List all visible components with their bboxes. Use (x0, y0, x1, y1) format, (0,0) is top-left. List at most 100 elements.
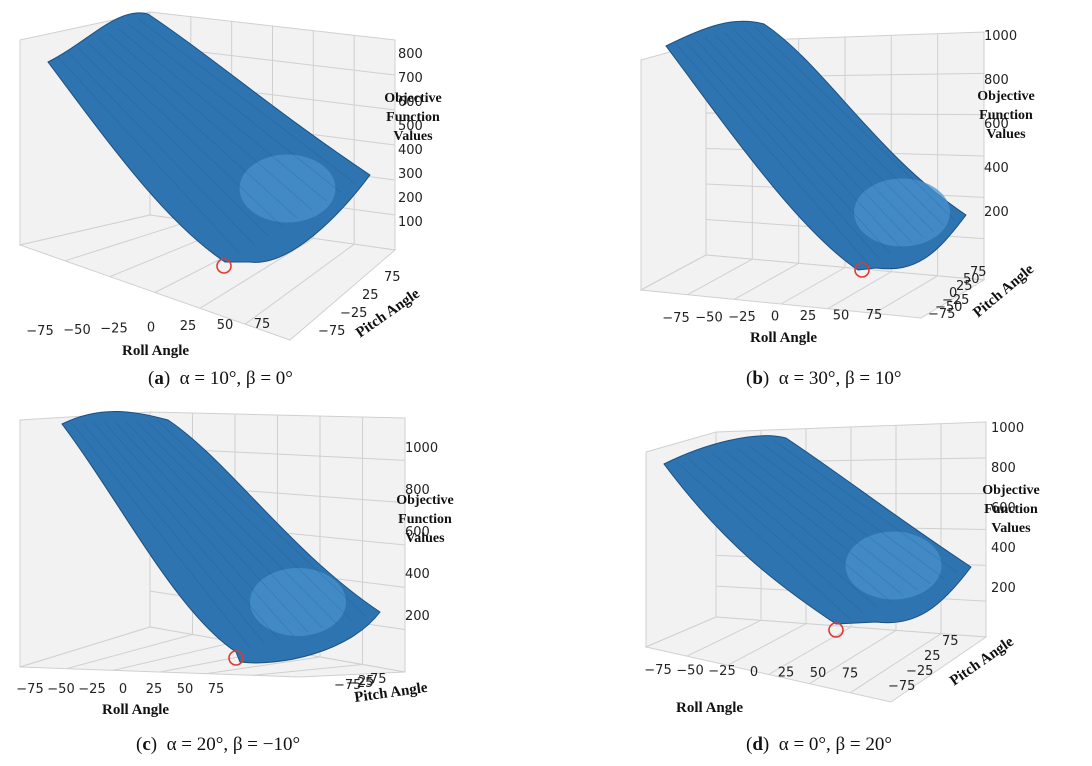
x-axis-title: Roll Angle (102, 702, 169, 718)
surface-wire (127, 23, 342, 193)
z-tick-label: 600 (398, 95, 423, 110)
y-tick-label: −25 (906, 664, 933, 679)
surface-wire (157, 420, 366, 617)
z-axis-title-line: Function (979, 108, 1033, 123)
gridline (809, 629, 897, 685)
z-tick-label: 1000 (984, 29, 1017, 44)
x-tick-label: 50 (833, 309, 850, 324)
gridline (768, 626, 852, 675)
x-tick-label: 75 (866, 308, 883, 323)
surface-wire (97, 37, 298, 219)
gridline (206, 656, 321, 675)
surface-wire (724, 32, 923, 238)
caption-text-b: α = 30°, β = 10° (778, 368, 902, 389)
x-tick-label: 0 (750, 665, 758, 680)
y-tick-label: −75 (928, 307, 955, 322)
panel-b: −75 −50 −25 0 25 50 75 −75 −50 −25 0 25 50 75 1000 800 6… (546, 0, 1092, 402)
surface-wire (737, 448, 918, 590)
z-axis-title-line: Objective (384, 91, 442, 106)
surface-wire (700, 456, 877, 608)
surface-plot-c: −75 −50 −25 0 25 50 75 −75−25257510008006004002… (16, 410, 454, 718)
surface-wire (146, 420, 352, 621)
surface-wire (57, 57, 240, 254)
caption-d: (d) α = 0°, β = 20° (746, 734, 892, 755)
z-tick-label: 400 (398, 143, 423, 158)
gridline (244, 243, 355, 325)
surface-wire (676, 461, 850, 619)
x-tick-label: −50 (676, 664, 703, 679)
surface-wire (761, 442, 945, 579)
surface-wire (754, 26, 956, 221)
z-axis-title-line: Function (984, 502, 1038, 517)
surface-plot-d: −75 −50 −25 0 25 50 75−75−25257510008006004002… (644, 421, 1039, 716)
surface-wire (77, 47, 269, 237)
x-tick-label: 50 (810, 666, 827, 681)
surface-wire (695, 39, 891, 254)
z-tick-label: 800 (991, 461, 1016, 476)
surface-wire (744, 28, 945, 227)
y-tick-label: −25 (942, 293, 969, 308)
minimum-marker (854, 262, 870, 278)
surface-wire (714, 34, 913, 243)
x-tick-label: −25 (100, 322, 127, 337)
z-tick-label: 400 (405, 567, 430, 582)
caption-c: (c) α = 20°, β = −10° (136, 734, 301, 755)
caption-a: (a) α = 10°, β = 0° (148, 368, 293, 389)
surface-dome (845, 531, 942, 600)
y-tick-label: 25 (362, 288, 379, 303)
surface-wire (712, 453, 891, 602)
y-tick-label: 75 (384, 270, 401, 285)
z-axis-title-line: Objective (977, 89, 1035, 104)
x-tick-label: 25 (778, 665, 795, 680)
z-tick-label: 700 (398, 71, 423, 86)
z-tick-label: 800 (984, 73, 1009, 88)
z-axis-title: Objective Function Values (977, 89, 1035, 142)
gridline (780, 267, 846, 305)
surface-dome (854, 178, 950, 247)
x-tick-label: −25 (78, 682, 105, 697)
surface (61, 410, 381, 664)
pane-floor (19, 626, 406, 678)
surface (47, 12, 371, 263)
surface-wire (67, 52, 255, 245)
z-tick-label: 500 (398, 119, 423, 134)
z-axis-title-line: Function (398, 512, 452, 527)
y-tick-label: −75 (334, 678, 361, 693)
z-tick-label: 200 (991, 581, 1016, 596)
x-tick-label: −75 (644, 663, 671, 678)
y-tick-label: 25 (956, 279, 973, 294)
surface (665, 20, 967, 271)
caption-tag-b: b (752, 368, 763, 389)
surface-dome (250, 568, 346, 636)
y-tick-label: 50 (963, 272, 980, 287)
x-tick-label: 50 (177, 682, 194, 697)
surface-wire (72, 423, 251, 649)
surface-wire (114, 421, 309, 633)
x-tick-label: 0 (147, 320, 155, 335)
surface-wire (749, 445, 931, 585)
y-tick-label: −25 (340, 306, 367, 321)
surface-wire (685, 41, 880, 260)
x-axis-title: Roll Angle (750, 330, 817, 346)
minimum-marker (228, 650, 244, 666)
z-axis-title-line: Values (986, 127, 1026, 142)
gridline (734, 262, 799, 300)
gridline (849, 633, 942, 694)
x-axis-title: Roll Angle (676, 700, 743, 716)
z-tick-label: 400 (991, 541, 1016, 556)
z-tick-label: 100 (398, 215, 423, 230)
z-axis-title-line: Values (405, 531, 445, 546)
surface-wire (773, 440, 958, 573)
x-tick-label: −50 (63, 323, 90, 338)
z-tick-label: 200 (398, 191, 423, 206)
gridline (727, 623, 807, 666)
surface-wire (104, 422, 294, 637)
x-tick-label: −75 (662, 311, 689, 326)
panel-a: −75 −50 −25 0 25 50 75 −75 −25 25 75 800 700 600 500 40… (0, 0, 546, 402)
surface-wire (724, 450, 904, 596)
gridline (66, 634, 193, 670)
z-tick-label: 300 (398, 167, 423, 182)
x-tick-label: −50 (695, 311, 722, 326)
z-tick-label: 800 (405, 483, 430, 498)
z-tick-label: 200 (984, 205, 1009, 220)
